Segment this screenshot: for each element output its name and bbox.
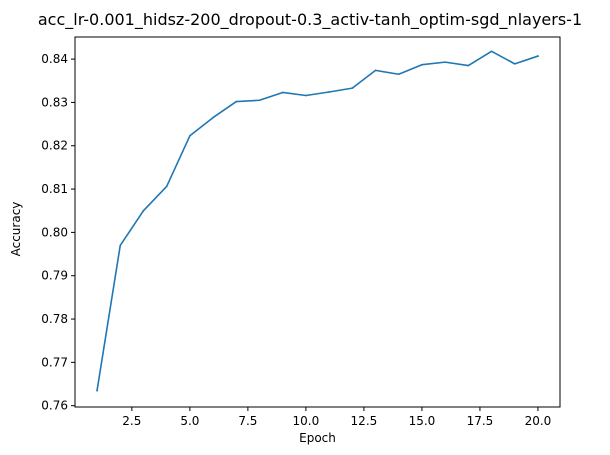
x-tick-label: 15.0 — [409, 414, 436, 428]
y-tick-label: 0.78 — [41, 312, 68, 326]
data-point — [165, 185, 168, 188]
y-axis-label: Accuracy — [9, 202, 23, 257]
data-point — [96, 389, 98, 392]
y-tick-label: 0.83 — [41, 95, 68, 109]
data-point — [467, 64, 470, 67]
y-tick-label: 0.80 — [41, 225, 68, 239]
data-point — [421, 63, 423, 66]
data-point — [235, 100, 238, 103]
data-point — [513, 63, 516, 65]
x-axis-ticks: 2.5 5.0 7.5 10.0 12.5 15.0 17.5 20.0 — [122, 407, 551, 428]
data-point — [397, 73, 400, 76]
data-point — [328, 91, 330, 93]
data-point — [490, 50, 493, 53]
x-tick-label: 5.0 — [180, 414, 199, 428]
data-point — [537, 55, 539, 57]
x-tick-label: 12.5 — [351, 414, 378, 428]
data-point — [281, 91, 284, 94]
y-tick-label: 0.81 — [41, 182, 68, 196]
data-point — [119, 244, 122, 247]
data-point — [189, 134, 191, 137]
data-point — [374, 69, 377, 72]
data-point — [212, 116, 214, 119]
data-point — [258, 99, 261, 102]
x-tick-label: 17.5 — [467, 414, 494, 428]
y-tick-label: 0.82 — [41, 139, 68, 153]
x-tick-label: 7.5 — [238, 414, 257, 428]
x-tick-label: 10.0 — [293, 414, 320, 428]
data-point — [444, 61, 446, 63]
series-line — [96, 50, 539, 392]
y-tick-label: 0.76 — [41, 399, 68, 413]
data-point — [305, 94, 307, 97]
x-axis-label: Epoch — [299, 431, 336, 445]
data-point — [142, 209, 145, 212]
plot-frame — [74, 36, 561, 408]
y-tick-label: 0.79 — [41, 269, 68, 283]
chart-title: acc_lr-0.001_hidsz-200_dropout-0.3_activ… — [38, 10, 582, 30]
y-axis-ticks: 0.76 0.77 0.78 0.79 0.80 0.81 0.82 0.83 0.84 — [41, 52, 75, 413]
y-tick-label: 0.77 — [41, 355, 68, 369]
x-tick-label: 20.0 — [525, 414, 552, 428]
data-point — [351, 87, 354, 89]
x-tick-label: 2.5 — [122, 414, 141, 428]
y-tick-label: 0.84 — [41, 52, 68, 66]
plot-area — [96, 50, 539, 392]
